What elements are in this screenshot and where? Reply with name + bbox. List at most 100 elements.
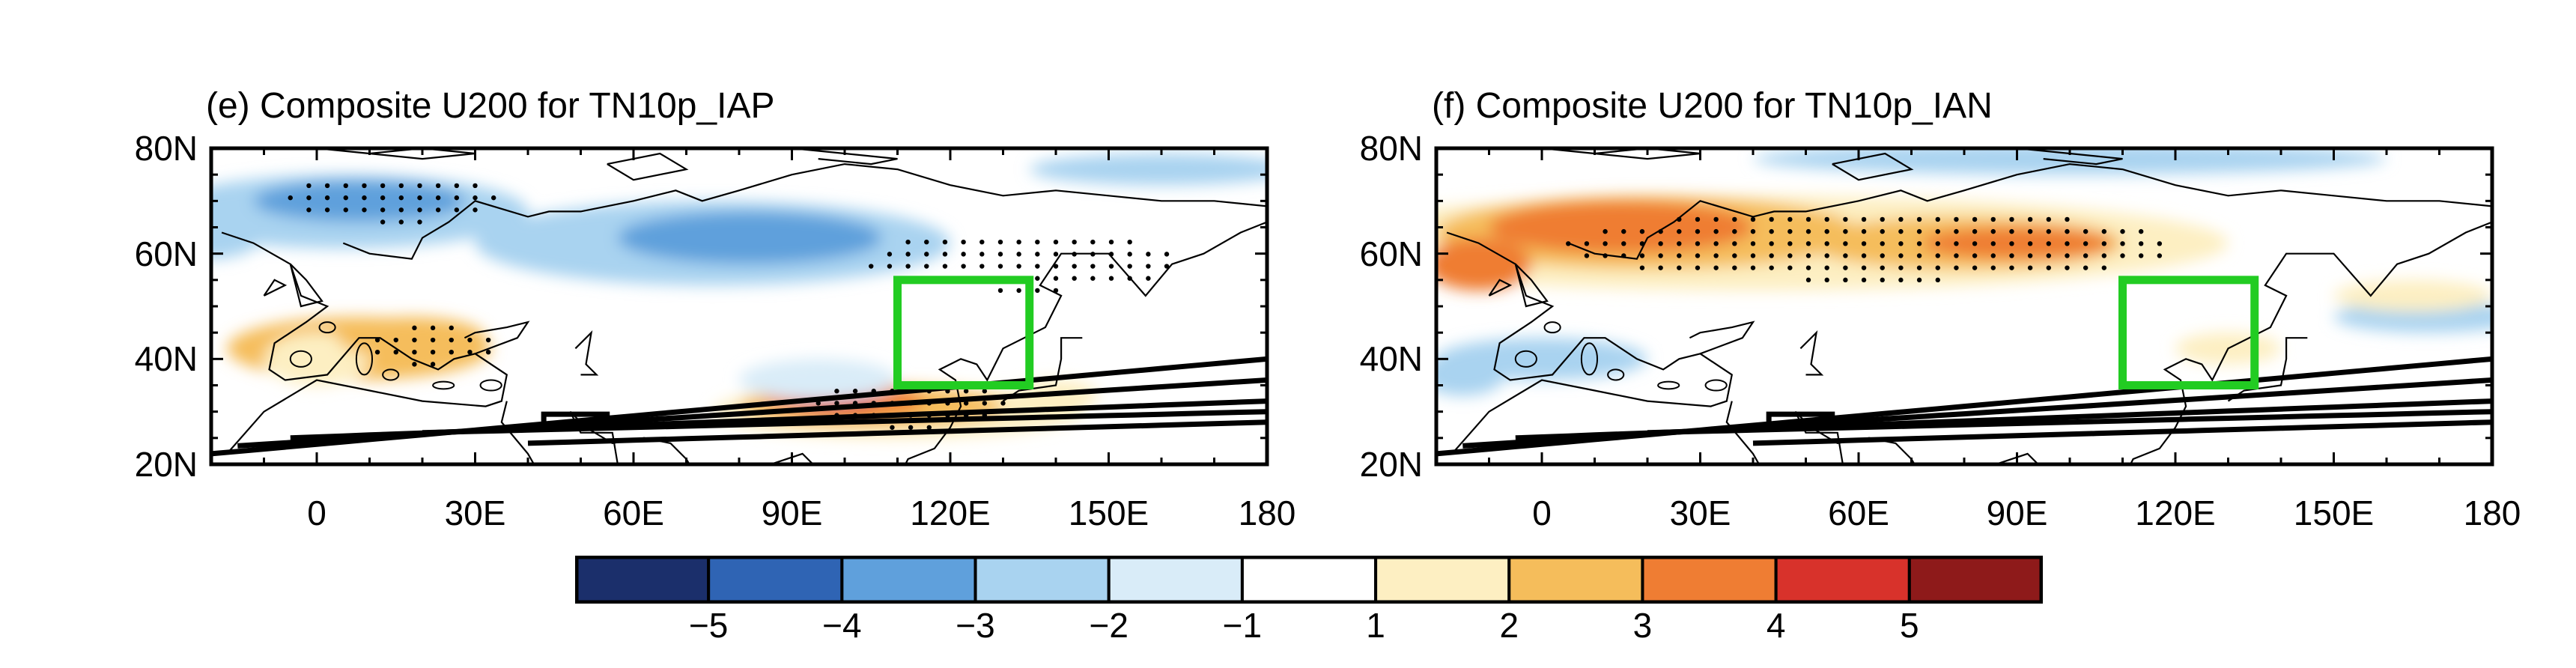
colorbar-frame — [575, 556, 2043, 604]
dot-marker — [1695, 265, 1701, 270]
dot-marker — [473, 195, 478, 201]
dot-marker — [1016, 264, 1021, 269]
dot-marker — [1677, 241, 1682, 246]
dot-marker — [2009, 253, 2014, 258]
tick-marks — [1435, 147, 2494, 466]
anomaly-shade — [253, 180, 465, 222]
dot-marker — [982, 389, 988, 394]
dot-marker — [435, 195, 441, 201]
dot-marker — [1990, 216, 1996, 222]
dot-marker — [2138, 253, 2144, 258]
dot-marker — [362, 195, 367, 201]
dot-marker — [1954, 265, 1959, 270]
dot-marker — [1769, 253, 1774, 258]
dot-marker — [1164, 264, 1170, 269]
y-tick-label: 80N — [1359, 129, 1423, 168]
dot-marker — [2138, 241, 2144, 246]
dot-marker — [1750, 253, 1756, 258]
dot-marker — [324, 195, 330, 201]
dot-marker — [1146, 276, 1151, 281]
dot-marker — [1916, 277, 1922, 283]
dot-marker — [1127, 252, 1132, 257]
coastline — [792, 148, 898, 166]
anomaly-shade — [1029, 154, 1267, 186]
dot-marker — [1164, 252, 1170, 257]
dot-marker — [982, 401, 988, 406]
island-outline — [1580, 342, 1599, 376]
x-tick-label: 60E — [1828, 494, 1889, 532]
dot-marker — [1658, 265, 1663, 270]
dot-marker — [343, 195, 348, 201]
jet-contour — [527, 419, 1267, 446]
map-plot — [209, 146, 1269, 467]
y-tick-label: 20N — [134, 445, 198, 484]
dot-marker — [430, 349, 436, 355]
dot-marker — [324, 183, 330, 189]
dot-marker — [2120, 228, 2125, 234]
dot-marker — [1053, 252, 1059, 257]
colorbar-swatch — [1240, 556, 1378, 604]
dot-marker — [1935, 216, 1940, 222]
dot-marker — [2138, 228, 2144, 234]
dot-marker — [2065, 241, 2070, 246]
coastline — [1446, 231, 1734, 455]
colorbar-swatch — [973, 556, 1111, 604]
dot-marker — [2065, 228, 2070, 234]
dot-marker — [1108, 239, 1114, 245]
dot-marker — [1035, 239, 1040, 245]
dot-marker — [924, 239, 929, 245]
dot-marker — [380, 207, 386, 213]
dot-marker — [1972, 216, 1978, 222]
colorbar-label: 3 — [1632, 606, 1653, 645]
island-outline — [1657, 380, 1680, 390]
dot-marker — [1713, 228, 1719, 234]
dot-marker — [473, 183, 478, 189]
dot-marker — [1824, 277, 1829, 283]
dot-marker — [834, 389, 839, 394]
dot-marker — [449, 325, 454, 331]
dot-marker — [1732, 241, 1737, 246]
dot-marker — [288, 195, 293, 201]
dot-marker — [1824, 265, 1829, 270]
dot-marker — [2120, 241, 2125, 246]
colorbar-label: −4 — [822, 606, 862, 645]
dot-marker — [1843, 253, 1848, 258]
dot-marker — [1805, 216, 1811, 222]
dot-marker — [1935, 265, 1940, 270]
dot-marker — [380, 219, 386, 225]
coastline — [1832, 152, 1914, 181]
dot-marker — [1880, 253, 1885, 258]
coastline — [2017, 148, 2123, 166]
dot-marker — [362, 183, 367, 189]
coastline — [1514, 263, 1549, 308]
colorbar-swatch — [1107, 556, 1244, 604]
dot-marker — [1769, 216, 1774, 222]
dot-marker — [1880, 241, 1885, 246]
x-tick-label: 150E — [2293, 494, 2375, 532]
dot-marker — [1072, 239, 1077, 245]
colorbar-label: 1 — [1366, 606, 1385, 645]
x-tick-label: 90E — [761, 494, 823, 532]
dot-marker — [430, 325, 436, 331]
dot-marker — [887, 264, 893, 269]
dot-marker — [852, 389, 858, 394]
dot-marker — [1805, 228, 1811, 234]
dot-marker — [454, 183, 460, 189]
dot-marker — [449, 337, 454, 343]
dot-marker — [2046, 228, 2051, 234]
dot-marker — [997, 239, 1003, 245]
x-tick-label: 180 — [2463, 494, 2521, 532]
y-tick-label: 40N — [1359, 339, 1423, 379]
dot-marker — [1954, 241, 1959, 246]
x-tick-label: 60E — [603, 494, 664, 532]
dot-marker — [417, 207, 422, 213]
dot-marker — [1805, 277, 1811, 283]
colorbar-label: −3 — [956, 606, 995, 645]
dot-marker — [2101, 228, 2107, 234]
dot-marker — [1713, 216, 1719, 222]
x-tick-label: 180 — [1238, 494, 1296, 532]
dot-marker — [1146, 264, 1151, 269]
dot-marker — [1127, 264, 1132, 269]
dot-marker — [1972, 241, 1978, 246]
dot-marker — [1677, 253, 1682, 258]
